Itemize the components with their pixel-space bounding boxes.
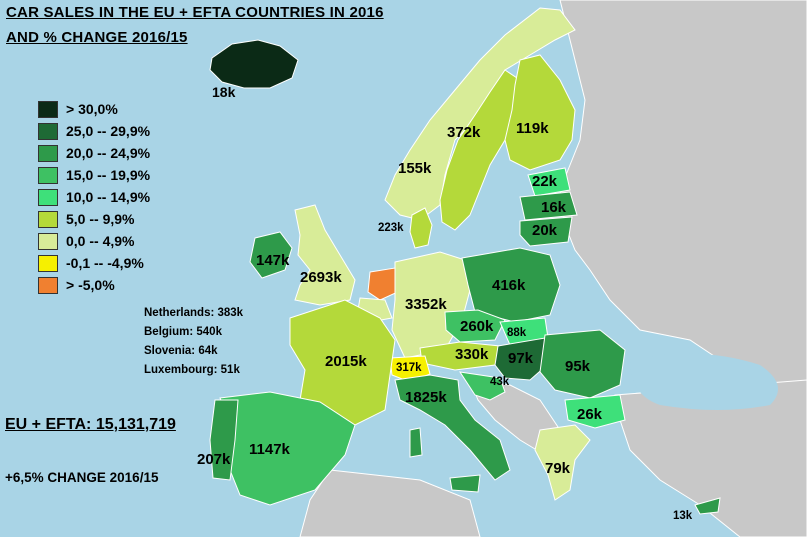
legend: > 30,0% 25,0 -- 29,9% 20,0 -- 24,9% 15,0 --… [38,98,150,296]
legend-row: 0,0 -- 4,9% [38,230,150,252]
country-estonia [527,167,571,197]
note-netherlands: Netherlands: 383k [144,307,244,319]
label-bulgaria: 26k [577,406,603,423]
country-cyprus [694,497,721,515]
legend-label: 10,0 -- 14,9% [66,189,151,205]
label-ireland: 147k [256,252,290,269]
label-lithuania: 20k [532,222,558,239]
country-italy-sardinia [409,427,423,458]
legend-label: > 30,0% [66,101,118,117]
label-austria: 330k [455,346,489,363]
country-italy-sicily [449,474,481,493]
country-romania [539,329,626,399]
legend-row: 25,0 -- 29,9% [38,120,150,142]
legend-label: 5,0 -- 9,9% [66,211,135,227]
total-sales: EU + EFTA: 15,131,719 [5,416,176,433]
legend-label: 15,0 -- 19,9% [66,167,151,183]
label-italy: 1825k [405,389,447,406]
label-romania: 95k [565,358,591,375]
legend-row: -0,1 -- -4,9% [38,252,150,274]
label-uk: 2693k [300,269,342,286]
country-uk [294,204,356,306]
country-ireland [249,231,293,279]
legend-row: 15,0 -- 19,9% [38,164,150,186]
label-germany: 3352k [405,296,447,313]
legend-label: 20,0 -- 24,9% [66,145,151,161]
legend-swatch [38,100,58,118]
label-spain: 1147k [249,441,290,458]
country-netherlands [367,267,403,301]
country-portugal [209,399,239,481]
total-change: +6,5% CHANGE 2016/15 [5,470,159,485]
legend-swatch [38,166,58,184]
legend-swatch [38,276,58,294]
label-latvia: 16k [541,199,567,216]
legend-label: -0,1 -- -4,9% [66,255,144,271]
legend-swatch [38,122,58,140]
label-cyprus: 13k [673,510,693,522]
legend-row: 5,0 -- 9,9% [38,208,150,230]
country-poland [461,247,561,323]
note-luxembourg: Luxembourg: 51k [144,364,240,376]
legend-row: 10,0 -- 14,9% [38,186,150,208]
legend-swatch [38,210,58,228]
country-croatia [458,371,506,401]
legend-swatch [38,144,58,162]
label-switzerland: 317k [396,362,422,374]
label-sweden: 372k [447,124,481,141]
legend-row: > 30,0% [38,98,150,120]
country-france [289,299,396,426]
label-norway: 155k [398,160,432,177]
legend-label: 0,0 -- 4,9% [66,233,135,249]
country-greece [534,424,591,501]
country-czechia [444,309,506,343]
country-iceland [209,39,299,89]
note-slovenia: Slovenia: 64k [144,345,218,357]
legend-swatch [38,232,58,250]
legend-swatch [38,188,58,206]
legend-swatch [38,254,58,272]
note-belgium: Belgium: 540k [144,326,222,338]
legend-label: > -5,0% [66,277,115,293]
label-estonia: 22k [532,173,558,190]
legend-label: 25,0 -- 29,9% [66,123,151,139]
map-title-line2: AND % CHANGE 2016/15 [6,29,188,46]
label-france: 2015k [325,353,367,370]
country-lithuania [519,216,573,247]
country-bulgaria [564,394,626,429]
label-portugal: 207k [197,451,231,468]
black-sea [630,353,778,410]
label-slovakia: 88k [507,327,527,339]
label-czechia: 260k [460,318,494,335]
map-title-line1: CAR SALES IN THE EU + EFTA COUNTRIES IN … [6,4,384,21]
label-hungary: 97k [508,350,534,367]
label-denmark: 223k [378,222,404,234]
label-croatia: 43k [490,376,510,388]
label-poland: 416k [492,277,526,294]
label-greece: 79k [545,460,571,477]
country-italy [394,374,511,481]
label-finland: 119k [516,120,549,137]
country-denmark [409,207,433,249]
country-finland [504,54,576,171]
legend-row: 20,0 -- 24,9% [38,142,150,164]
legend-row: > -5,0% [38,274,150,296]
country-latvia [519,191,578,221]
label-iceland: 18k [212,84,236,100]
